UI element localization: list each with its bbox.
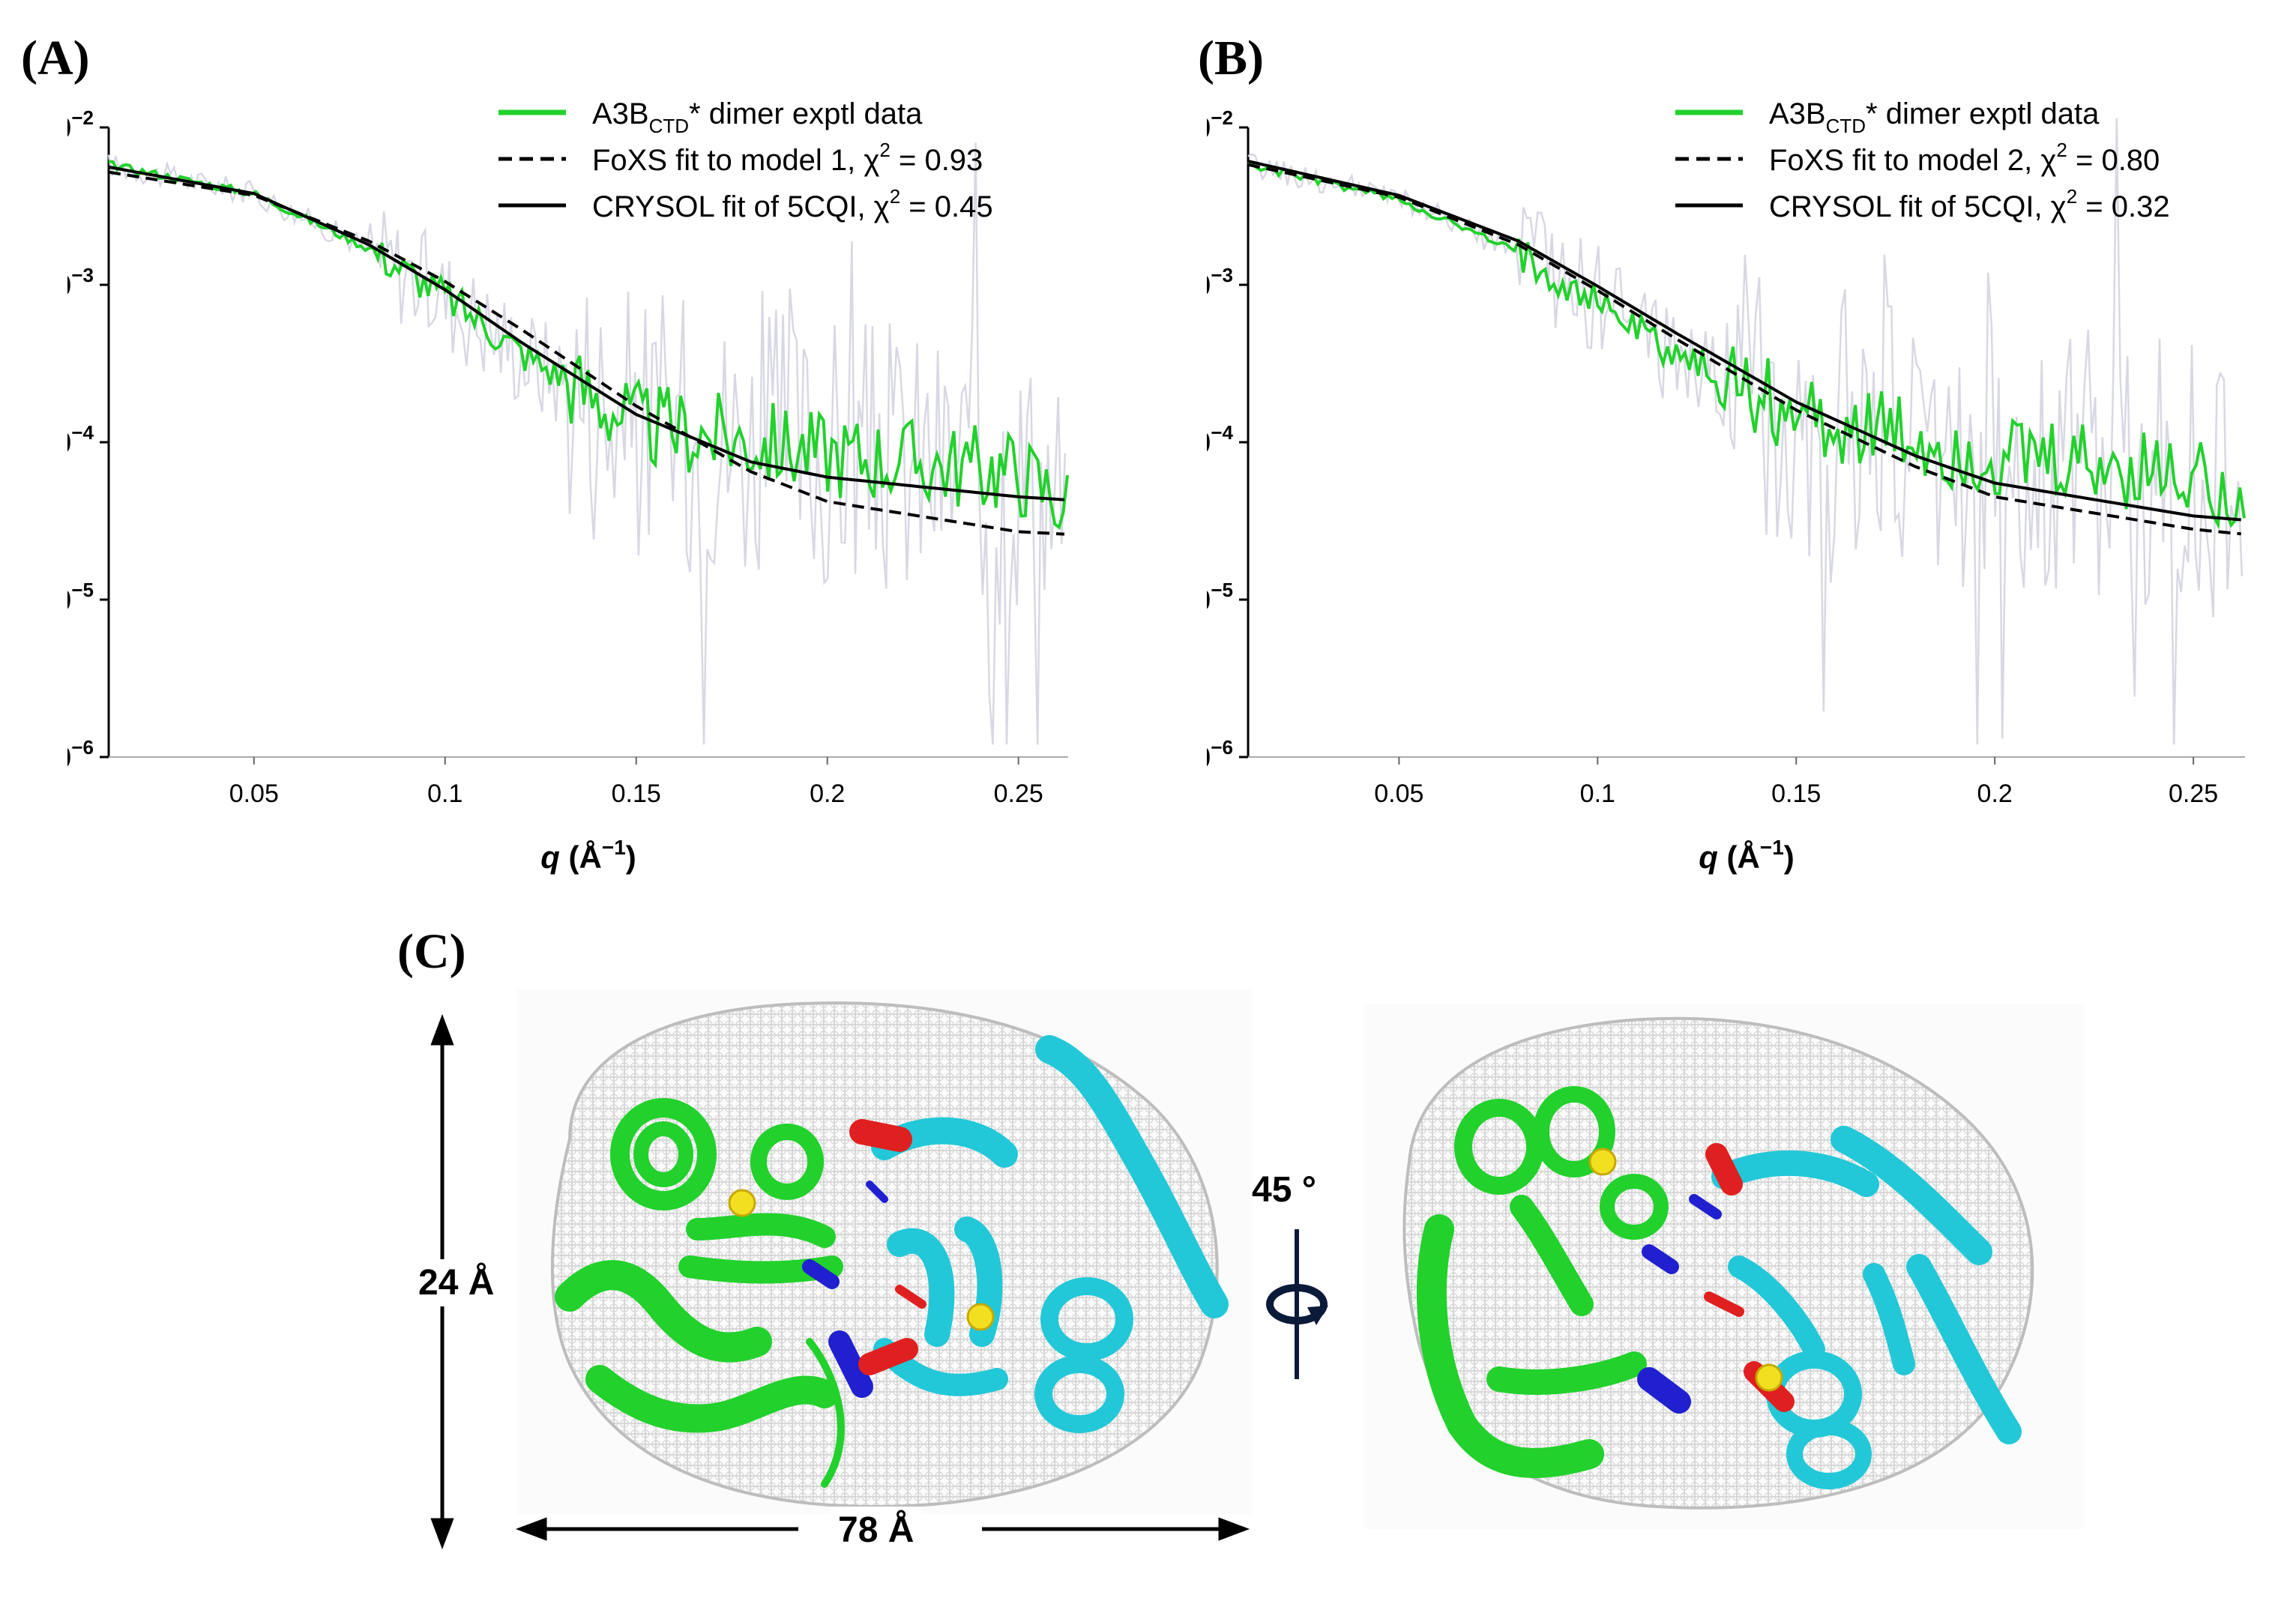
height-dimension-label: 24 Å (411, 1259, 502, 1306)
y-tick-label: 10−3 (67, 264, 94, 302)
rotation-label: 45 ° (1252, 1170, 1316, 1210)
y-tick-label: 10−6 (1207, 736, 1233, 774)
zinc-ion-1 (728, 1189, 756, 1217)
y-tick-label: 10−2 (67, 106, 94, 145)
y-tick-label: 10−4 (67, 421, 94, 459)
structure-figure (430, 989, 2084, 1550)
foxs-fit-line (108, 170, 1064, 536)
x-tick-label: 0.1 (1580, 780, 1615, 808)
interface-residues (802, 1119, 926, 1398)
x-tick-label: 0.15 (1771, 780, 1821, 808)
zinc-ion-3 (1588, 1148, 1617, 1176)
molecule-view-front (517, 989, 1252, 1514)
y-tick-label: 10−2 (1207, 106, 1233, 145)
chain-b-cyan-rotated (1711, 1126, 2022, 1489)
y-tick-label: 10−3 (1207, 264, 1233, 302)
exptl-data-line (1247, 160, 2246, 530)
legend-entry: CRYSOL fit of 5CQI, χ2 = 0.32 (1769, 185, 2170, 223)
legend-entry: A3BCTD* dimer exptl data (592, 97, 923, 137)
structure-panel: 24 Å 78 Å 45 ° (0, 914, 2296, 1600)
width-dimension-label: 78 Å (831, 1507, 922, 1554)
legend-entry: A3BCTD* dimer exptl data (1769, 97, 2100, 137)
x-tick-label: 0.1 (427, 780, 462, 808)
panel-label-c: (C) (397, 924, 466, 979)
molecule-view-rotated (1364, 1004, 2084, 1529)
noise-trace (107, 142, 1067, 745)
chain-a-green-rotated (1417, 1086, 1669, 1478)
x-tick-label: 0.05 (1374, 780, 1423, 808)
noise-trace (1247, 118, 2244, 745)
legend-entry: FoXS fit to model 1, χ2 = 0.93 (592, 139, 983, 177)
plot-area-b: 10−2 10−3 10−4 10−5 10−6 0.05 0.1 0.15 0.2 0.25 q … (1207, 97, 2246, 875)
legend-entry: FoXS fit to model 2, χ2 = 0.80 (1769, 139, 2160, 177)
x-tick-label: 0.05 (229, 780, 279, 808)
crysol-fit-line (108, 165, 1065, 501)
zinc-ion-2 (966, 1303, 995, 1331)
crysol-fit-line (1247, 160, 2241, 522)
panel-label-b: (B) (1198, 31, 1264, 85)
x-tick-label: 0.2 (1977, 780, 2013, 808)
y-tick-label: 10−5 (1207, 579, 1233, 617)
x-tick-label: 0.2 (810, 780, 845, 808)
x-tick-label: 0.15 (612, 780, 661, 808)
saxs-envelope-left (550, 1001, 1219, 1509)
x-tick-label: 0.25 (2169, 780, 2218, 808)
panel-label-a: (A) (21, 31, 90, 85)
width-arrow (515, 1517, 1250, 1541)
x-axis-label: q (Å−1) (540, 836, 636, 875)
saxs-chart-a: 10−2 10−3 10−4 10−5 10−6 0.05 0.1 0.15 0.2 0.25 q … (67, 97, 1069, 875)
plot-area-a: 10−2 10−3 10−4 10−5 10−6 0.05 0.1 0.15 0.2 0.25 q … (67, 97, 1069, 875)
x-axis-label: q (Å−1) (1699, 836, 1795, 875)
y-tick-label: 10−6 (67, 736, 94, 774)
y-tick-label: 10−5 (67, 579, 94, 617)
saxs-chart-b: 10−2 10−3 10−4 10−5 10−6 0.05 0.1 0.15 0.2 0.25 q … (1207, 97, 2246, 875)
y-tick-label: 10−4 (1207, 421, 1234, 459)
legend-entry: CRYSOL fit of 5CQI, χ2 = 0.45 (592, 185, 993, 223)
zinc-ion-4 (1755, 1363, 1783, 1392)
rotation-icon (1266, 1229, 1328, 1379)
x-tick-label: 0.25 (994, 780, 1043, 808)
foxs-fit-line (1247, 163, 2241, 536)
